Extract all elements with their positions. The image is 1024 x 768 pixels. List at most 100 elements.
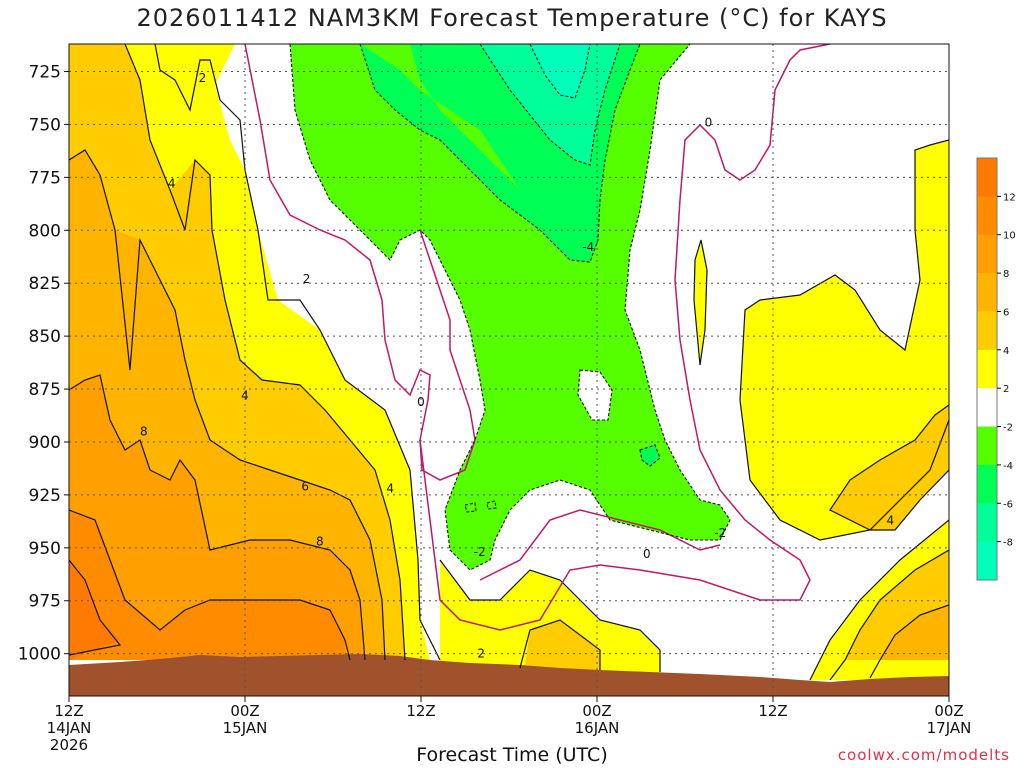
y-tick-label: 850	[29, 327, 61, 347]
y-tick-label: 975	[29, 592, 61, 612]
contour-label: -4	[582, 240, 594, 254]
contour-label: 6	[301, 479, 309, 493]
contour-4-center	[519, 619, 601, 670]
contour-m2-hole	[577, 369, 613, 421]
contour-12-left	[69, 559, 122, 656]
colorbar: 12 10 8 6 4 2 -2 -4 -6 -8	[976, 157, 1016, 581]
contour-4-right-low	[829, 549, 949, 681]
contour-label: 2	[303, 272, 311, 286]
contour-label: 8	[140, 424, 148, 438]
contour-8-left	[69, 374, 366, 661]
field-green-hole	[578, 370, 612, 420]
field-orange-12	[69, 560, 120, 660]
x-tick-label: 2026	[50, 736, 88, 754]
x-tick-label: 15JAN	[223, 719, 268, 737]
y-tick-label: 875	[29, 380, 61, 400]
contour-2-center	[439, 559, 661, 672]
colorbar-tick-label: 4	[1003, 346, 1009, 357]
colorbar-swatch	[977, 158, 997, 197]
colorbar-frame	[976, 157, 998, 581]
contour-label: -2	[474, 545, 486, 559]
contour-label: 0	[417, 395, 425, 409]
x-tick-label: 12Z	[54, 702, 83, 720]
field-orange-10	[69, 510, 345, 660]
y-tick-label: 900	[29, 433, 61, 453]
contour-m8	[529, 44, 591, 99]
field-yellow-right	[740, 140, 949, 540]
contour-label: 4	[887, 513, 895, 527]
chart-title: 2026011412 NAM3KM Forecast Temperature (…	[136, 4, 888, 32]
colorbar-tick-label: -6	[1003, 499, 1013, 510]
terrain	[69, 654, 949, 696]
contour-m2-blob1	[464, 502, 477, 513]
colorbar-tick-label: -8	[1003, 538, 1013, 549]
colorbar-tick-label: -4	[1003, 461, 1013, 472]
contour-10-left	[69, 509, 351, 661]
contour-label: 0	[705, 115, 713, 129]
y-tick-label: 800	[29, 221, 61, 241]
y-tick-label: 925	[29, 486, 61, 506]
contour-4-left	[124, 44, 406, 661]
colorbar-swatch	[977, 541, 997, 581]
colorbar-swatch	[977, 234, 997, 274]
y-tick-label: 825	[29, 274, 61, 294]
contour-label: 2	[477, 647, 485, 661]
colorbar-swatch	[977, 273, 997, 312]
x-axis-label: Forecast Time (UTC)	[416, 744, 608, 766]
colorbar-swatch	[977, 311, 997, 351]
field-cyan-deeper	[530, 44, 590, 98]
contour-m6	[479, 44, 621, 166]
contour-label: 4	[386, 482, 394, 496]
colorbar-swatch	[977, 464, 997, 504]
plot-frame	[68, 43, 950, 697]
colorbar-swatch	[977, 349, 997, 389]
contour-2-right-low	[809, 519, 949, 681]
x-tick-label: 17JAN	[927, 719, 972, 737]
field-orange-right	[830, 405, 949, 530]
field-cyan-deep	[480, 44, 620, 165]
credit-link[interactable]: coolwx.com/modelts	[837, 746, 1010, 764]
grid	[69, 44, 949, 696]
field-orange-8	[69, 375, 365, 660]
colorbar-tick-label: 8	[1003, 269, 1009, 280]
x-tick-label: 12Z	[406, 702, 435, 720]
contour-labels: 2 4 2 4 8 6 4 8 0 -2 2 -4 0 -2 0 4	[140, 71, 895, 661]
y-tick-label: 750	[29, 115, 61, 135]
contour-0-inner	[479, 509, 721, 581]
x-tick-label: 00Z	[934, 702, 963, 720]
contour-label: 4	[241, 388, 249, 402]
contour-label: 0	[643, 547, 651, 561]
y-tick-label: 950	[29, 539, 61, 559]
colorbar-swatch	[977, 426, 997, 466]
contour-label: 8	[316, 534, 324, 548]
contour-2-left	[154, 44, 441, 661]
contour-m4-main	[359, 44, 641, 263]
x-tick-label: 14JAN	[47, 719, 92, 737]
contour-m2-main	[289, 44, 731, 571]
field-cyan-blob	[640, 445, 660, 466]
y-axis: 725 750 775 800 825 850 875 900 925 950 975 1000	[18, 63, 69, 665]
contour-0-loop	[419, 44, 831, 631]
y-tick-label: 725	[29, 63, 61, 83]
contour-m2-blob2	[486, 500, 497, 510]
contour-label: -2	[714, 526, 726, 540]
x-tick-label: 00Z	[230, 702, 259, 720]
colorbar-swatch	[977, 388, 997, 428]
colorbar-tick-label: 6	[1003, 307, 1009, 318]
contour-label: 2	[199, 71, 207, 85]
colorbar-tick-label: 12	[1003, 192, 1016, 203]
x-tick-label: 12Z	[758, 702, 787, 720]
contour-4-right	[829, 404, 949, 531]
contour-sliver	[693, 239, 708, 366]
colorbar-tick-label: 2	[1003, 384, 1009, 395]
y-tick-label: 1000	[18, 645, 61, 665]
colorbar-swatch	[977, 503, 997, 543]
colorbar-tick-label: -2	[1003, 423, 1013, 434]
field-green	[290, 44, 730, 570]
contour-label: 4	[168, 177, 176, 191]
y-tick-label: 775	[29, 168, 61, 188]
contour-6-right-low	[869, 604, 949, 679]
colorbar-swatch	[977, 196, 997, 236]
